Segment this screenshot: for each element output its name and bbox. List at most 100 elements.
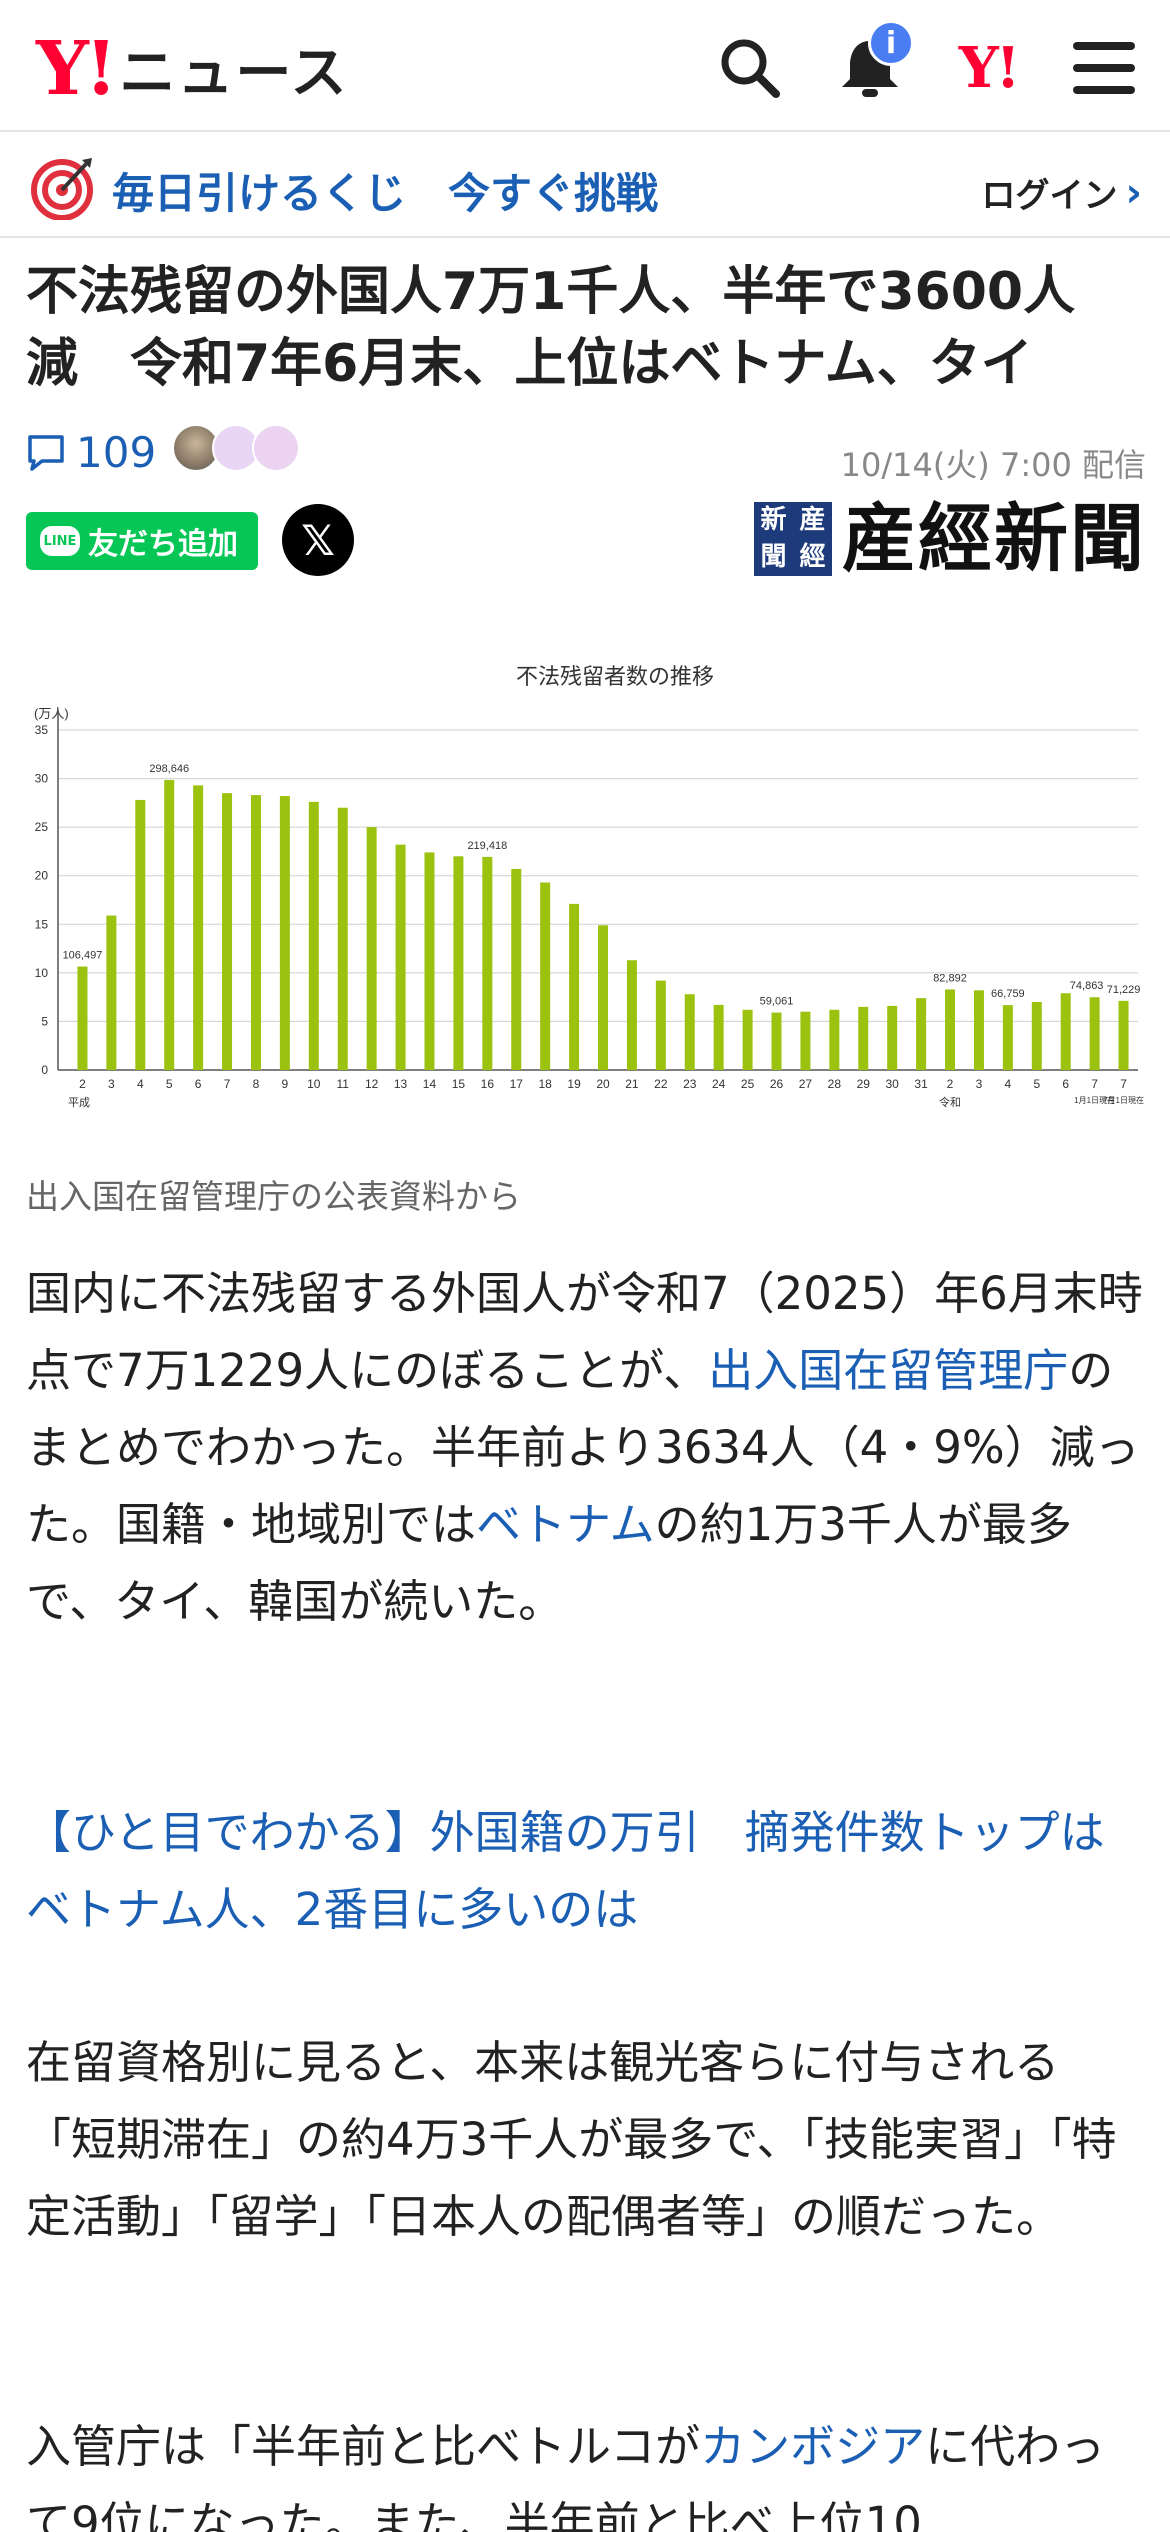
x-tick-label: 27 bbox=[799, 1077, 813, 1091]
x-tick-label: 10 bbox=[307, 1077, 321, 1091]
immigration-agency-link[interactable]: 出入国在留管理庁 bbox=[708, 1344, 1069, 1397]
x-tick-label: 6 bbox=[195, 1077, 202, 1091]
chart-bar bbox=[106, 915, 117, 1070]
x-share-button[interactable]: 𝕏 bbox=[282, 504, 354, 576]
data-label: 66,759 bbox=[991, 988, 1025, 1000]
paragraph-text: 国内に不法残留する外国人が令和7（2025）年6月末時点で7万1229人にのぼる… bbox=[26, 1267, 1143, 1397]
chart-bar bbox=[1031, 1002, 1042, 1070]
chart-bar bbox=[598, 925, 608, 1070]
data-label: 219,418 bbox=[467, 840, 507, 852]
chart-bar bbox=[713, 1004, 724, 1070]
publisher-name: 産經新聞 bbox=[842, 496, 1146, 582]
notification-button[interactable]: i bbox=[832, 20, 914, 106]
line-button-label: 友だち追加 bbox=[88, 527, 238, 562]
x-tick-label: 5 bbox=[166, 1077, 173, 1091]
chart-bar bbox=[858, 1006, 869, 1070]
paragraph-text: の約1万3千人が最多で、タイ、韓国が続いた。 bbox=[26, 1498, 1072, 1628]
sankei-seal-icon: 新 産 聞 經 bbox=[754, 502, 832, 576]
search-button[interactable] bbox=[712, 30, 788, 106]
login-label: ログイン bbox=[981, 176, 1118, 216]
share-row: LINE 友だち追加 𝕏 新 産 聞 經 産經新聞 bbox=[26, 500, 1146, 590]
news-logo-text: ニュース bbox=[119, 41, 349, 106]
x-tick-label: 30 bbox=[886, 1077, 900, 1091]
x-tick-label: 19 bbox=[567, 1077, 581, 1091]
x-tick-label: 26 bbox=[770, 1077, 784, 1091]
y-axis-unit: (万人) bbox=[34, 706, 69, 721]
chart-bar bbox=[250, 795, 261, 1070]
chart-bar bbox=[1118, 1000, 1129, 1070]
x-tick-label: 7 bbox=[1120, 1077, 1127, 1091]
chart-bar bbox=[308, 801, 319, 1070]
article-title: 不法残留の外国人7万1千人、半年で3600人 減 令和7年6月末、上位はベトナム… bbox=[26, 262, 1076, 394]
x-tick-label: 3 bbox=[976, 1077, 983, 1091]
x-tick-label: 29 bbox=[857, 1077, 871, 1091]
chevron-right-icon: › bbox=[1125, 169, 1142, 216]
line-add-friend-button[interactable]: LINE 友だち追加 bbox=[26, 512, 258, 570]
y-tick-label: 25 bbox=[35, 820, 49, 834]
seal-char: 經 bbox=[799, 542, 826, 572]
paragraph-text: に代わって9位になった。また、半年前と比べ上位10 bbox=[26, 2420, 1106, 2532]
chart-bar bbox=[887, 1005, 898, 1070]
x-tick-label: 28 bbox=[828, 1077, 842, 1091]
paragraph-text: 入管庁は「半年前と比べトルコが bbox=[26, 2420, 701, 2473]
chart-bar bbox=[77, 966, 88, 1070]
publish-date: 10/14(火) 7:00 配信 bbox=[840, 446, 1146, 484]
x-tick-label: 2 bbox=[79, 1077, 86, 1091]
x-tick-label: 31 bbox=[914, 1077, 928, 1091]
chart-bar bbox=[366, 827, 377, 1070]
x-tick-label: 5 bbox=[1033, 1077, 1040, 1091]
chart-bar bbox=[742, 1009, 753, 1070]
search-icon bbox=[721, 39, 780, 98]
article-paragraph: 在留資格別に見ると、本来は観光客らに付与される「短期滞在」の約4万3千人が最多で… bbox=[26, 2036, 1117, 2243]
chart-bar bbox=[193, 785, 204, 1070]
x-tick-label: 7 bbox=[1091, 1077, 1098, 1091]
x-tick-label: 13 bbox=[394, 1077, 408, 1091]
data-label: 74,863 bbox=[1070, 980, 1104, 992]
chart-bar bbox=[655, 980, 666, 1070]
seal-char: 新 bbox=[760, 505, 787, 535]
chart-bar bbox=[395, 844, 406, 1070]
yahoo-news-logo[interactable]: Y! ニュース bbox=[36, 28, 349, 109]
x-tick-label: 14 bbox=[423, 1077, 437, 1091]
chart-bar bbox=[626, 960, 637, 1070]
chart-bar bbox=[482, 856, 493, 1070]
article-paragraph: 入管庁は「半年前と比べトルコがカンボジアに代わって9位になった。また、半年前と比… bbox=[26, 2408, 1146, 2532]
notification-badge: i bbox=[868, 20, 914, 66]
x-tick-label: 3 bbox=[108, 1077, 115, 1091]
line-icon: LINE bbox=[40, 526, 80, 556]
x-tick-label: 16 bbox=[481, 1077, 495, 1091]
x-icon: 𝕏 bbox=[301, 515, 335, 565]
chart-bar bbox=[973, 990, 984, 1070]
data-label: 71,229 bbox=[1107, 984, 1141, 996]
chart-bar bbox=[771, 1012, 782, 1070]
publisher-logo[interactable]: 新 産 聞 經 産經新聞 bbox=[754, 502, 1146, 576]
lottery-promo-link[interactable]: 毎日引けるくじ 今すぐ挑戦 bbox=[112, 169, 659, 218]
login-link[interactable]: ログイン › bbox=[982, 168, 1142, 217]
menu-button[interactable] bbox=[1066, 30, 1142, 106]
article-chart-image[interactable]: 不法残留者数の推移 (万人) 0 5 10 15 20 25 30 35 2 106,497 3 4 5 29… bbox=[20, 640, 1150, 1110]
hamburger-menu-icon bbox=[1073, 42, 1135, 94]
x-tick-label: 4 bbox=[137, 1077, 144, 1091]
yahoo-home-button[interactable]: Y! bbox=[950, 30, 1026, 106]
vietnam-link[interactable]: ベトナム bbox=[476, 1498, 655, 1551]
chart-bar bbox=[511, 868, 522, 1070]
x-tick-label: 17 bbox=[510, 1077, 524, 1091]
chart-bar bbox=[945, 989, 956, 1070]
article-meta: 109 10/14(火) 7:00 配信 bbox=[26, 420, 1146, 490]
cambodia-link[interactable]: カンボジア bbox=[700, 2420, 926, 2473]
y-tick-label: 0 bbox=[41, 1063, 48, 1077]
x-tick-label: 25 bbox=[741, 1077, 755, 1091]
x-tick-label: 6 bbox=[1062, 1077, 1069, 1091]
y-tick-label: 15 bbox=[35, 917, 49, 931]
chart-bar bbox=[569, 903, 580, 1070]
seal-char: 産 bbox=[799, 505, 826, 535]
paragraph-text: のまとめでわかった。半年前より3634人（4・9%）減った。国籍・地域別では bbox=[26, 1344, 1140, 1551]
comment-link[interactable]: 109 bbox=[26, 428, 156, 477]
chart-bar bbox=[916, 998, 927, 1070]
chart-bar bbox=[453, 856, 464, 1070]
chart-bar bbox=[279, 796, 290, 1070]
article-paragraph: 国内に不法残留する外国人が令和7（2025）年6月末時点で7万1229人にのぼる… bbox=[26, 1255, 1146, 1640]
data-label: 59,061 bbox=[760, 996, 794, 1008]
related-article-link[interactable]: 【ひと目でわかる】外国籍の万引 摘発件数トップはベトナム人、2番目に多いのは bbox=[26, 1806, 1105, 1936]
